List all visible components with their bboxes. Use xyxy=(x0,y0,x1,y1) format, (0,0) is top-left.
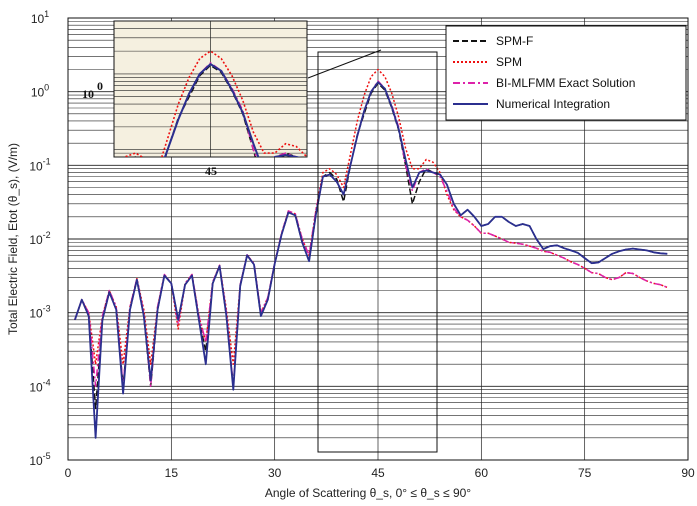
x-tick-label: 45 xyxy=(371,466,385,480)
inset-series-layer xyxy=(123,50,307,157)
y-axis-label: Total Electric Field, Etot (θ_s), (V/m) xyxy=(6,143,20,335)
legend-label-0: SPM-F xyxy=(496,34,533,48)
y-tick-label: 10-3 xyxy=(29,304,50,321)
inset-y-tick-label: 10 0 xyxy=(82,79,103,101)
series-line-3 xyxy=(74,81,668,439)
plot-frame xyxy=(67,17,689,461)
y-tick-label: 101 xyxy=(31,9,49,26)
legend: SPM-F SPM BI-MLFMM Exact Solution Numerical… xyxy=(445,25,687,121)
x-axis-label: Angle of Scattering θ_s, 0° ≤ θ_s ≤ 90° xyxy=(265,486,471,500)
x-tick-label: 60 xyxy=(475,466,489,480)
legend-label-2: BI-MLFMM Exact Solution xyxy=(496,76,635,90)
x-tick-label: 30 xyxy=(268,466,282,480)
x-ticks: 0 15 30 45 60 75 90 xyxy=(65,466,695,480)
legend-label-3: Numerical Integration xyxy=(496,97,610,111)
x-tick-label: 15 xyxy=(165,466,179,480)
y-tick-label: 10-2 xyxy=(29,230,50,247)
x-tick-label: 90 xyxy=(681,466,695,480)
y-tick-label: 10-4 xyxy=(29,377,50,394)
legend-label-1: SPM xyxy=(496,55,522,69)
x-tick-label: 0 xyxy=(65,466,72,480)
zoom-box xyxy=(317,51,438,453)
y-tick-label: 100 xyxy=(31,83,49,100)
plot-area xyxy=(74,49,668,453)
svg-text:0: 0 xyxy=(97,79,103,93)
inset-grid xyxy=(114,20,307,158)
inset-series-line-3 xyxy=(163,63,302,157)
y-tick-label: 10-1 xyxy=(29,156,50,173)
x-tick-label: 75 xyxy=(578,466,592,480)
series-layer xyxy=(74,68,668,439)
zoom-connector xyxy=(307,49,382,79)
inset-series-group xyxy=(123,50,307,157)
svg-text:10: 10 xyxy=(82,87,94,101)
y-tick-label: 10-5 xyxy=(29,451,50,468)
inset-x-tick-label: 45 xyxy=(205,164,217,178)
y-ticks: 10-5 10-4 10-3 10-2 10-1 100 101 xyxy=(29,9,50,468)
inset-plot: 45 10 0 xyxy=(82,20,308,178)
